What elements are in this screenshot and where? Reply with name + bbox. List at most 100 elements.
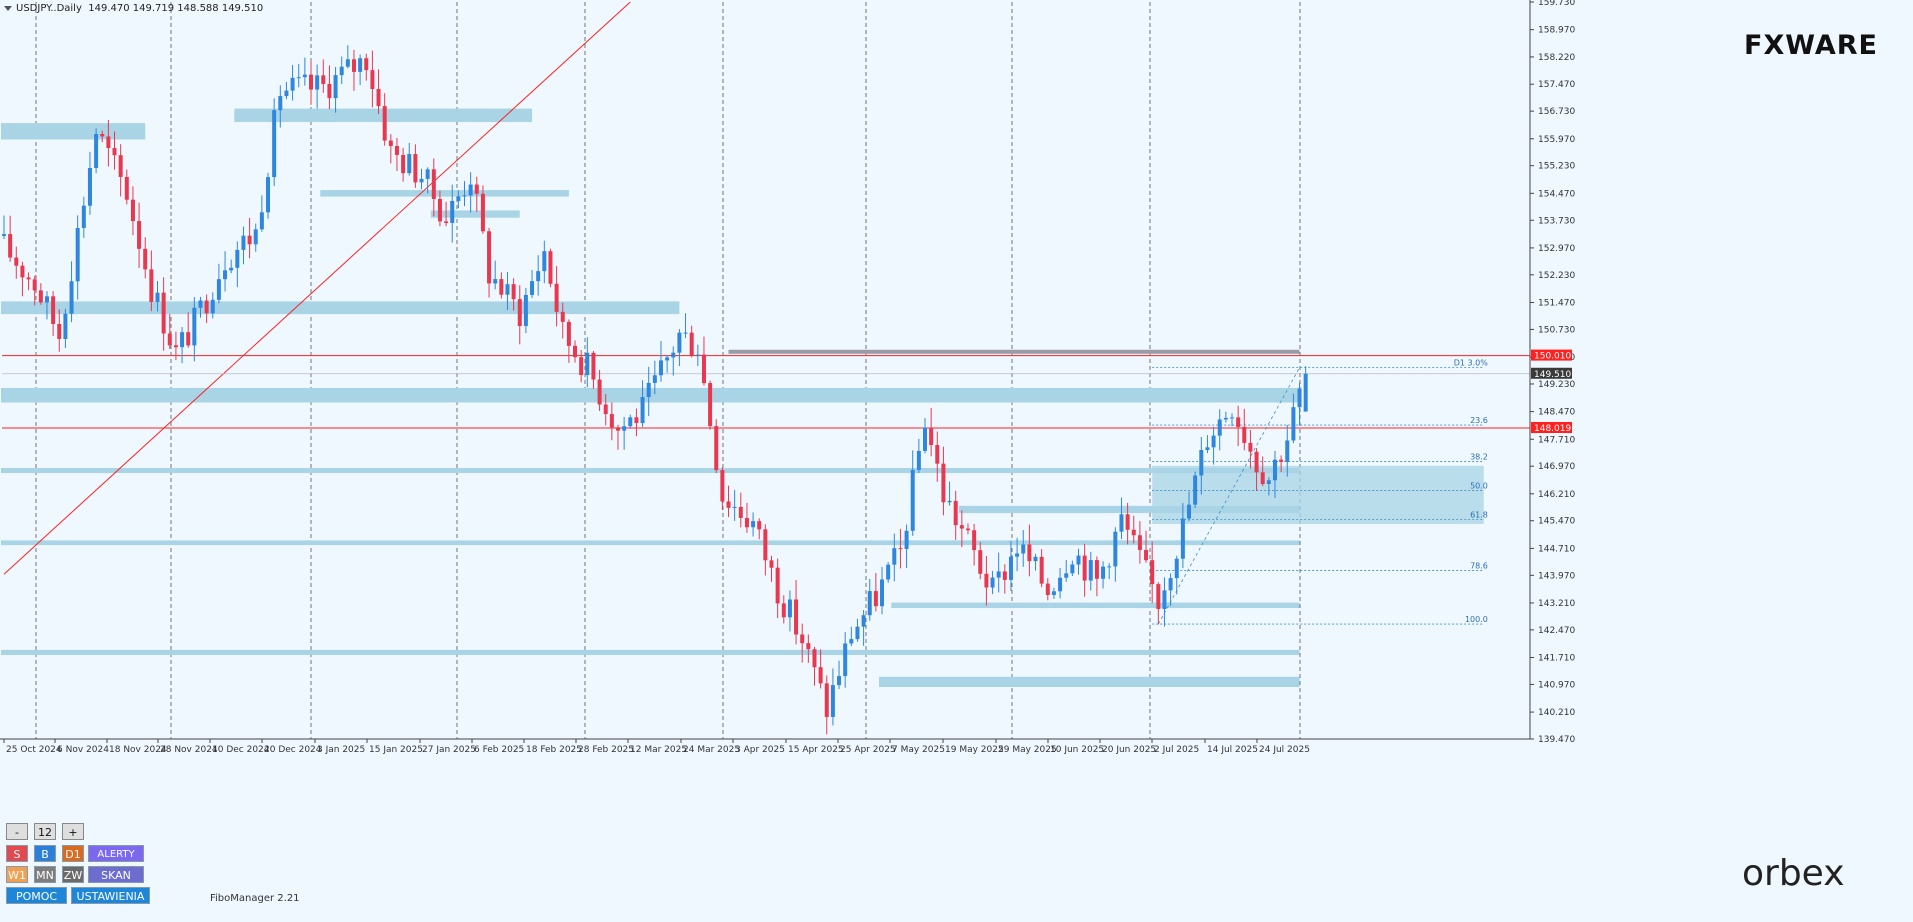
candle[interactable] (296, 63, 301, 88)
candle[interactable] (1187, 491, 1192, 522)
candle[interactable] (1168, 573, 1173, 606)
candle[interactable] (1144, 530, 1149, 563)
candle[interactable] (468, 172, 473, 213)
candle[interactable] (376, 69, 381, 115)
candle[interactable] (616, 424, 620, 450)
alerts-button[interactable]: ALERTY (88, 845, 144, 862)
candle[interactable] (683, 313, 688, 339)
candle[interactable] (149, 250, 154, 312)
candle[interactable] (388, 134, 393, 164)
candle[interactable] (333, 67, 338, 113)
candle[interactable] (904, 524, 909, 569)
candle[interactable] (266, 172, 271, 219)
candle[interactable] (1045, 578, 1050, 601)
dropdown-arrow-icon[interactable] (4, 5, 12, 11)
candle[interactable] (137, 202, 142, 269)
scan-button[interactable]: SKAN (88, 866, 144, 883)
candle[interactable] (401, 147, 406, 182)
decrease-button[interactable]: - (6, 823, 28, 840)
candle[interactable] (315, 64, 320, 109)
candle[interactable] (1162, 577, 1167, 627)
candle[interactable] (720, 467, 725, 510)
candle[interactable] (1064, 559, 1069, 582)
candle[interactable] (20, 261, 25, 297)
candle[interactable] (775, 558, 780, 619)
candle[interactable] (173, 331, 178, 361)
candle[interactable] (106, 119, 111, 167)
candle[interactable] (290, 64, 295, 101)
d1-button[interactable]: D1 (62, 845, 84, 862)
candle[interactable] (364, 53, 369, 81)
candle[interactable] (536, 255, 541, 296)
candle[interactable] (413, 144, 418, 188)
candle[interactable] (609, 402, 614, 441)
candle[interactable] (327, 65, 332, 110)
candle[interactable] (186, 312, 191, 348)
candle[interactable] (155, 281, 160, 312)
candle[interactable] (1193, 471, 1198, 509)
candle[interactable] (916, 438, 921, 473)
candle[interactable] (996, 552, 1001, 593)
candle[interactable] (548, 248, 553, 288)
candle[interactable] (769, 555, 774, 582)
candle[interactable] (216, 263, 221, 304)
candle[interactable] (585, 337, 590, 388)
candle[interactable] (253, 223, 258, 252)
candle[interactable] (1082, 543, 1087, 597)
candle[interactable] (689, 325, 694, 358)
candle[interactable] (818, 649, 823, 689)
w1-button[interactable]: W1 (6, 866, 28, 883)
candle[interactable] (487, 227, 492, 298)
candle[interactable] (665, 355, 670, 373)
candle[interactable] (1076, 548, 1081, 575)
candle[interactable] (1291, 393, 1296, 444)
trendline[interactable] (3, 1, 631, 575)
candle[interactable] (1180, 502, 1185, 569)
support-resistance-zone[interactable] (1, 540, 1300, 546)
candle[interactable] (652, 360, 657, 395)
mn-button[interactable]: MN (34, 866, 56, 883)
candle[interactable] (345, 45, 350, 69)
candle[interactable] (965, 523, 970, 535)
candle[interactable] (566, 319, 571, 363)
candle[interactable] (407, 142, 412, 176)
candle[interactable] (867, 578, 872, 621)
candle[interactable] (1217, 409, 1222, 451)
candle[interactable] (542, 240, 547, 284)
candle[interactable] (794, 579, 799, 645)
candle[interactable] (450, 184, 455, 243)
candle[interactable] (1107, 563, 1112, 580)
candle[interactable] (763, 524, 768, 576)
candle[interactable] (444, 201, 449, 227)
candle[interactable] (1027, 524, 1032, 577)
candle[interactable] (1070, 560, 1075, 576)
candle[interactable] (732, 489, 737, 521)
candle[interactable] (726, 485, 731, 518)
candle[interactable] (953, 490, 958, 540)
candle[interactable] (437, 190, 442, 227)
candle[interactable] (886, 562, 891, 583)
zw-button[interactable]: ZW (62, 866, 84, 883)
support-resistance-zone[interactable] (958, 505, 1300, 514)
help-button[interactable]: POMOC (6, 887, 67, 904)
candle[interactable] (69, 261, 74, 323)
candle[interactable] (646, 366, 651, 417)
candle[interactable] (351, 49, 356, 91)
candle[interactable] (505, 271, 510, 311)
candle[interactable] (1137, 521, 1142, 564)
candle[interactable] (978, 542, 983, 580)
candle[interactable] (781, 595, 786, 624)
candle[interactable] (124, 169, 129, 205)
candle[interactable] (1058, 567, 1063, 599)
candle[interactable] (579, 349, 584, 383)
candle[interactable] (235, 241, 240, 288)
candle[interactable] (1101, 561, 1106, 589)
candle[interactable] (855, 618, 860, 642)
candle[interactable] (321, 59, 326, 93)
candle[interactable] (493, 260, 498, 290)
support-resistance-zone[interactable] (891, 602, 1300, 609)
candle[interactable] (1113, 527, 1118, 582)
candle[interactable] (278, 85, 283, 128)
candle[interactable] (180, 327, 185, 364)
